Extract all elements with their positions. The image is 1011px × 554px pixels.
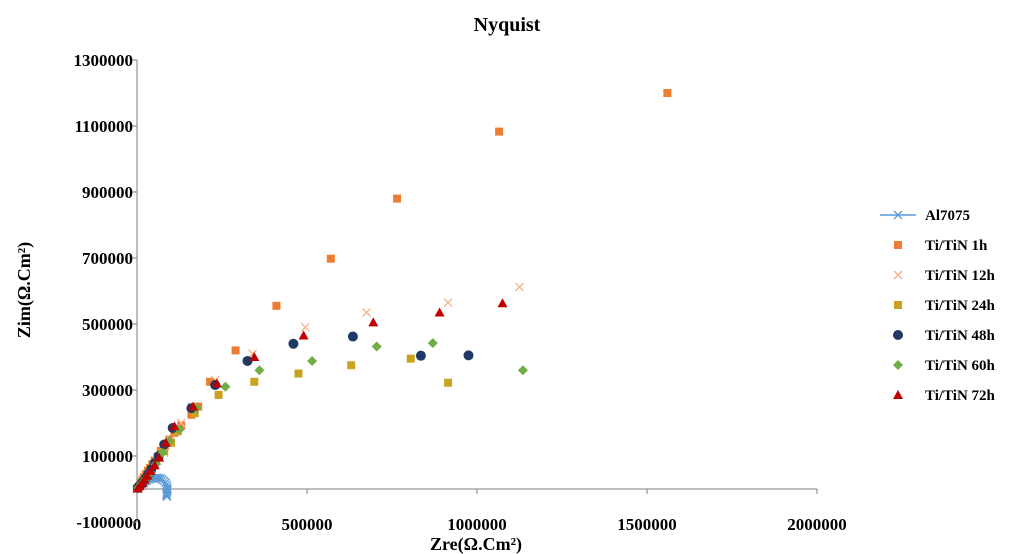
y-tick-label: 1300000 bbox=[74, 51, 134, 70]
legend-marker bbox=[893, 270, 903, 280]
legend-label: Ti/TiN 12h bbox=[925, 268, 996, 284]
legend-label: Ti/TiN 24h bbox=[925, 298, 996, 314]
data-point bbox=[272, 301, 281, 310]
legend-marker bbox=[894, 301, 902, 309]
data-point bbox=[368, 317, 379, 327]
y-axis-label: Zim(Ω.Cm²) bbox=[14, 242, 35, 338]
data-point bbox=[254, 365, 265, 376]
legend-entry-5: Ti/TiN 60h bbox=[893, 358, 996, 374]
legend-marker bbox=[893, 330, 903, 340]
data-point bbox=[145, 465, 156, 475]
data-point bbox=[288, 338, 299, 349]
data-point bbox=[427, 338, 438, 349]
legend-entry-2: Ti/TiN 12h bbox=[893, 268, 996, 284]
axes: 0 500000 1000000 1500000 2000000 -100000 10000… bbox=[74, 51, 847, 534]
data-point bbox=[415, 350, 426, 361]
legend-entry-0: Al7075 bbox=[880, 208, 970, 224]
data-point bbox=[307, 355, 318, 366]
data-point bbox=[211, 378, 222, 388]
data-point bbox=[406, 354, 415, 363]
data-point bbox=[242, 355, 253, 366]
data-point bbox=[517, 365, 528, 376]
x-tick-label: 1000000 bbox=[447, 515, 507, 534]
y-tick-label: 100000 bbox=[82, 447, 133, 466]
y-tick-label: 900000 bbox=[82, 183, 133, 202]
legend-entry-3: Ti/TiN 24h bbox=[894, 298, 996, 314]
data-point bbox=[152, 473, 162, 483]
legend-entry-4: Ti/TiN 48h bbox=[893, 328, 996, 344]
data-point bbox=[495, 127, 504, 136]
data-point bbox=[294, 369, 303, 378]
data-point bbox=[177, 421, 186, 430]
legend-label: Ti/TiN 60h bbox=[925, 358, 996, 374]
legend-label: Ti/TiN 48h bbox=[925, 328, 996, 344]
legend-label: Ti/TiN 1h bbox=[925, 238, 988, 254]
data-point bbox=[160, 437, 171, 447]
data-point bbox=[434, 307, 445, 317]
series-2 bbox=[133, 282, 524, 493]
legend-marker bbox=[894, 241, 902, 249]
legend-label: Ti/TiN 72h bbox=[925, 388, 996, 404]
legend-marker bbox=[893, 360, 903, 370]
y-tick-label: 700000 bbox=[82, 249, 133, 268]
series-6 bbox=[132, 298, 508, 493]
data-point bbox=[250, 377, 259, 386]
data-point bbox=[188, 401, 199, 411]
plot-area bbox=[132, 89, 672, 502]
x-tick-label: 0 bbox=[133, 515, 142, 534]
data-point bbox=[371, 341, 382, 352]
data-point bbox=[220, 381, 231, 392]
legend-entry-6: Ti/TiN 72h bbox=[893, 388, 996, 404]
x-tick-label: 500000 bbox=[282, 515, 333, 534]
data-point bbox=[169, 421, 180, 431]
series-1 bbox=[133, 89, 672, 493]
data-point bbox=[444, 378, 453, 387]
series-4 bbox=[132, 331, 474, 494]
data-point bbox=[362, 307, 371, 317]
x-tick-label: 1500000 bbox=[617, 515, 677, 534]
data-point bbox=[300, 322, 310, 332]
x-tick-label: 2000000 bbox=[787, 515, 847, 534]
data-point bbox=[142, 470, 153, 480]
data-point bbox=[347, 331, 358, 342]
legend: Al7075 Ti/TiN 1h Ti/TiN 12h Ti/TiN 24h Ti/Ti… bbox=[880, 208, 996, 404]
y-tick-label: 500000 bbox=[82, 315, 133, 334]
legend-label: Al7075 bbox=[925, 208, 970, 224]
data-point bbox=[515, 282, 524, 292]
data-point bbox=[298, 330, 309, 340]
x-axis-label: Zre(Ω.Cm²) bbox=[430, 534, 522, 554]
data-point bbox=[162, 492, 172, 502]
legend-entry-1: Ti/TiN 1h bbox=[894, 238, 988, 254]
data-point bbox=[393, 194, 402, 203]
data-point bbox=[154, 452, 165, 462]
data-point bbox=[206, 377, 215, 386]
data-point bbox=[497, 298, 508, 308]
data-point bbox=[162, 489, 172, 499]
y-tick-label: -100000 bbox=[76, 513, 133, 532]
data-point bbox=[249, 352, 260, 361]
data-point bbox=[663, 89, 672, 97]
chart-title: Nyquist bbox=[474, 14, 541, 36]
data-point bbox=[162, 487, 172, 497]
legend-marker bbox=[893, 390, 903, 399]
data-point bbox=[347, 361, 356, 370]
data-point bbox=[149, 460, 160, 470]
data-point bbox=[190, 409, 199, 418]
y-tick-label: 1100000 bbox=[74, 117, 133, 136]
data-point bbox=[214, 390, 223, 399]
legend-marker bbox=[893, 210, 903, 220]
data-point bbox=[231, 346, 240, 355]
data-point bbox=[326, 254, 335, 263]
data-point bbox=[463, 350, 474, 361]
y-tick-label: 300000 bbox=[82, 381, 133, 400]
data-point bbox=[443, 298, 453, 308]
